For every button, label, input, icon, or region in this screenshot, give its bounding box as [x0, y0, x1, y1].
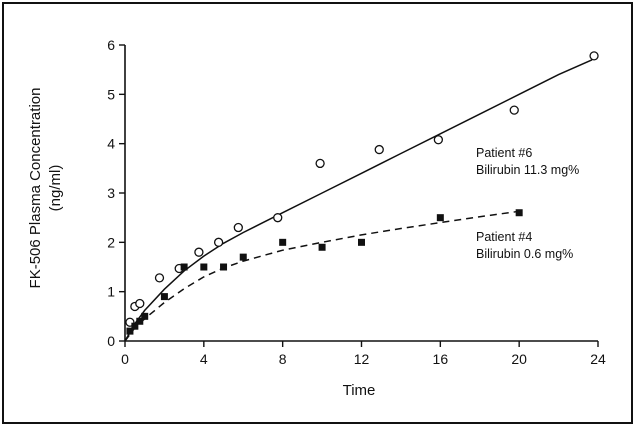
annotation-patient-6: Patient #6 — [476, 146, 532, 160]
point-patient-6 — [509, 105, 519, 115]
point-patient-4 — [239, 253, 247, 261]
chart-frame — [2, 2, 633, 424]
point-patient-4 — [126, 327, 134, 335]
point-patient-6 — [194, 247, 204, 257]
point-patient-6 — [273, 213, 283, 223]
point-patient-6 — [433, 135, 444, 145]
x-tick-label: 4 — [200, 351, 208, 367]
point-patient-4 — [136, 317, 144, 325]
point-patient-4 — [141, 312, 149, 320]
y-tick-label: 4 — [107, 136, 115, 152]
point-patient-4 — [436, 214, 444, 222]
labels: Time FK-506 Plasma Concentration (ng/ml) — [27, 88, 375, 399]
series-annotations: Patient #6 Bilirubin 11.3 mg% Patient #4 Bi… — [476, 146, 579, 261]
point-patient-6 — [213, 237, 224, 247]
data-points — [125, 51, 599, 335]
y-tick-label: 6 — [107, 37, 115, 53]
point-patient-4 — [131, 322, 139, 330]
x-tick-label: 0 — [121, 351, 129, 367]
x-tick-label: 12 — [354, 351, 370, 367]
fit-lines — [124, 59, 593, 342]
point-patient-6 — [135, 298, 145, 309]
point-patient-4 — [358, 238, 365, 246]
y-tick-label: 5 — [107, 86, 115, 102]
fit-line-patient-4 — [124, 210, 520, 342]
y-axis-title: FK-506 Plasma Concentration — [27, 88, 44, 289]
point-patient-6 — [589, 51, 599, 61]
y-axis-unit: (ng/ml) — [47, 165, 64, 212]
point-patient-4 — [200, 263, 208, 271]
annotation-patient-4: Bilirubin 0.6 mg% — [476, 247, 573, 261]
point-patient-4 — [180, 263, 188, 271]
point-patient-4 — [220, 263, 228, 271]
annotation-patient-6: Bilirubin 11.3 mg% — [476, 163, 579, 177]
point-patient-6 — [315, 158, 325, 169]
point-patient-6 — [154, 273, 165, 283]
x-tick-label: 24 — [590, 351, 606, 367]
y-tick-label: 2 — [107, 234, 115, 250]
fit-line-patient-6 — [124, 59, 593, 342]
x-tick-label: 20 — [511, 351, 527, 367]
x-tick-label: 16 — [433, 351, 449, 367]
point-patient-4 — [160, 293, 168, 301]
x-axis-title: Time — [343, 382, 376, 399]
y-tick-label: 1 — [107, 284, 115, 300]
y-tick-label: 3 — [107, 185, 115, 201]
annotation-patient-4: Patient #4 — [476, 230, 532, 244]
point-patient-6 — [233, 222, 243, 233]
point-patient-6 — [374, 144, 384, 155]
x-tick-label: 8 — [279, 351, 287, 367]
y-tick-label: 0 — [107, 333, 115, 349]
point-patient-4 — [279, 238, 287, 246]
point-patient-4 — [515, 209, 523, 217]
point-patient-4 — [318, 243, 326, 251]
